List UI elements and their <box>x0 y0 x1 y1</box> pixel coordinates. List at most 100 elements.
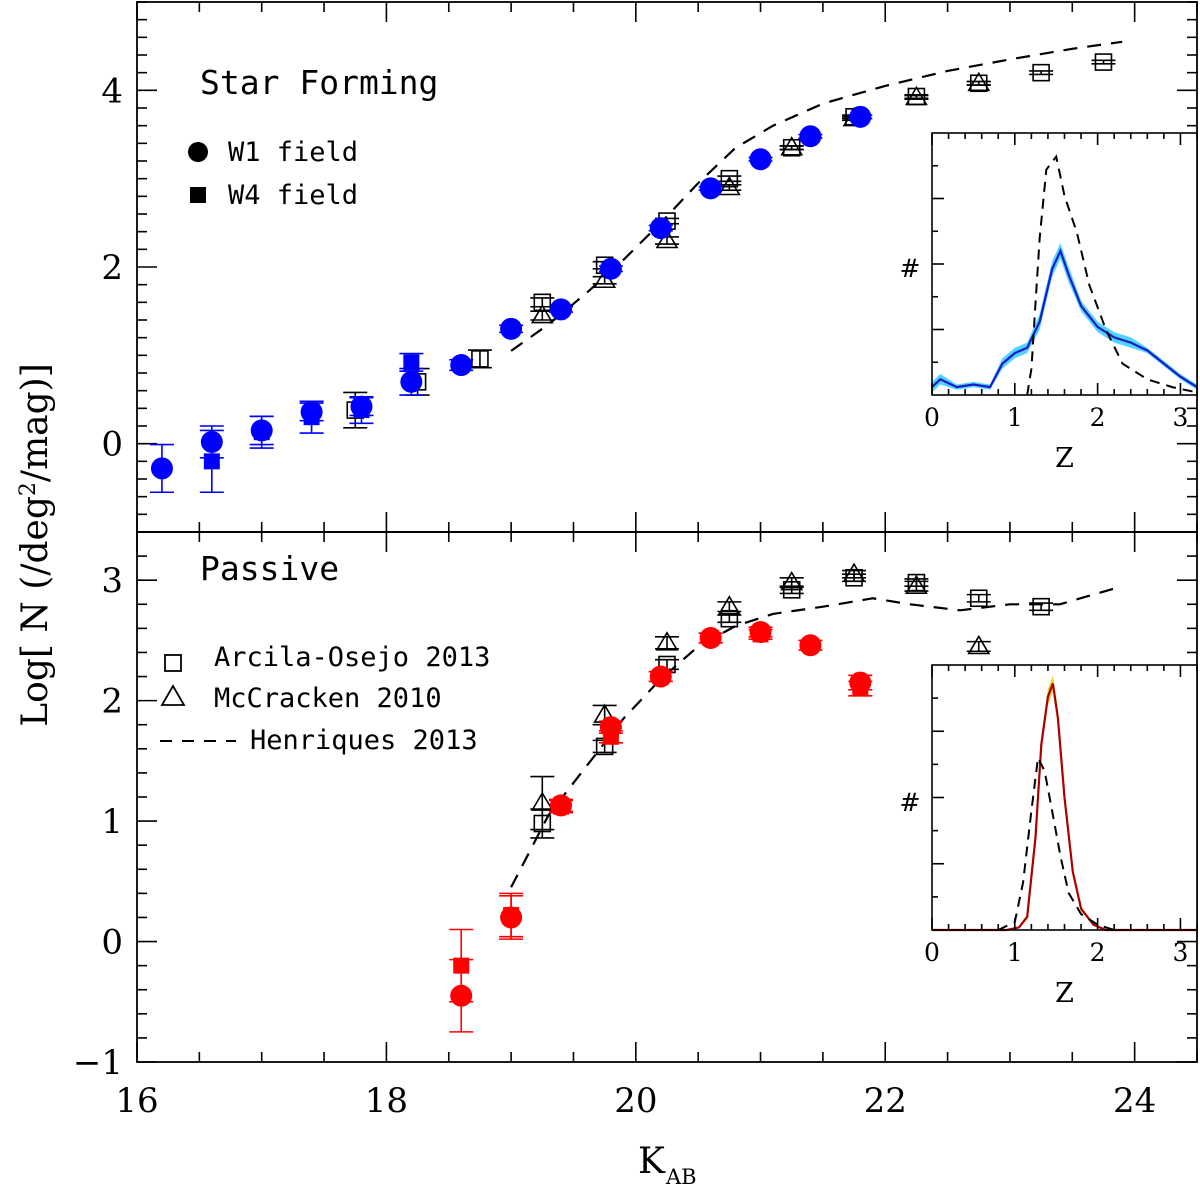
model-curve <box>510 40 1123 352</box>
x-tick-labels: 16 18 20 22 24 <box>115 1081 1156 1121</box>
data-point-open-triangle <box>530 791 554 811</box>
data-points <box>449 562 1054 1033</box>
legend-square-icon <box>190 187 206 203</box>
y-tick-label: 1 <box>101 802 123 842</box>
inset-x-tick-label: 2 <box>1090 403 1106 432</box>
data-point-open-square <box>1032 597 1050 616</box>
data-point-circle <box>450 354 473 377</box>
data-point-square <box>403 354 420 371</box>
data-point-circle <box>500 906 523 929</box>
x-tick-label: 20 <box>614 1081 657 1121</box>
data-point-circle <box>350 395 373 418</box>
y-tick-label: −1 <box>73 1043 123 1083</box>
data-point-open-triangle <box>967 71 991 92</box>
panel-star-forming: 0 2 4 Star Forming W1 field W4 field 0 1 2 3 Z… <box>101 1 1198 533</box>
legend-circle-icon <box>188 142 208 162</box>
data-point-open-triangle <box>717 175 741 196</box>
data-point-open-square <box>782 138 801 157</box>
inset-x-tick-label: 0 <box>924 938 940 967</box>
inset-x-tick-label: 2 <box>1090 938 1106 967</box>
y-tick-label: 0 <box>101 425 123 465</box>
data-point-circle <box>749 148 772 171</box>
model-curve <box>510 585 1123 888</box>
data-point-circle <box>649 665 672 688</box>
panel-title: Star Forming <box>200 63 438 102</box>
inset-x-tick-label: 1 <box>1007 403 1023 432</box>
x-axis-title-sub: AB <box>665 1165 697 1189</box>
inset-redshift-distribution: 0 1 2 3 Z # <box>900 132 1198 474</box>
data-points <box>149 53 1116 494</box>
x-tick-label: 16 <box>115 1081 158 1121</box>
legend-open-triangle-icon <box>160 684 186 706</box>
data-point-open-triangle <box>780 136 804 156</box>
y-tick-label: 2 <box>101 248 123 288</box>
series-w4-field <box>199 352 424 494</box>
legend-label-w4: W4 field <box>228 180 358 211</box>
legend-label-arcila: Arcila-Osejo 2013 <box>214 642 490 673</box>
data-point-circle <box>699 177 722 200</box>
data-point-open-square <box>471 350 489 368</box>
inset-y-label: # <box>900 254 921 283</box>
series-mccracken-2010 <box>530 562 991 831</box>
inset-model-line <box>1026 154 1198 396</box>
model-line-henriques <box>510 40 1123 352</box>
x-tick-label: 18 <box>365 1081 408 1121</box>
data-point-open-square <box>1032 63 1050 82</box>
inset-y-label: # <box>900 788 921 817</box>
panel-title: Passive <box>200 549 339 588</box>
data-point-open-square <box>533 293 552 312</box>
data-point-circle <box>599 257 622 280</box>
x-axis-title-main: K <box>638 1141 666 1182</box>
data-point-circle <box>500 317 523 340</box>
data-point-open-triangle <box>780 571 804 591</box>
data-point-open-triangle <box>905 85 928 106</box>
x-tick-label: 24 <box>1113 1081 1156 1121</box>
inset-x-tick-label: 3 <box>1172 403 1188 432</box>
data-point-open-square <box>1094 53 1113 71</box>
inset-x-tick-label: 1 <box>1007 938 1023 967</box>
data-point-circle <box>550 794 572 817</box>
data-point-circle <box>849 671 872 694</box>
y-tick-label: 4 <box>101 71 123 111</box>
legend-label-w1: W1 field <box>228 137 358 168</box>
data-point-open-triangle <box>530 304 554 324</box>
inset-x-label: Z <box>1055 443 1074 474</box>
y-tick-label: 2 <box>101 682 123 722</box>
y-axis-title-sup: 2 <box>16 482 41 496</box>
x-axis-title: K AB <box>638 1141 697 1189</box>
y-tick-labels: 0 2 4 <box>101 71 123 464</box>
series-w1-field <box>149 105 873 494</box>
data-point-circle <box>200 430 223 453</box>
inset-x-tick-label: 0 <box>924 403 940 432</box>
y-tick-labels: −1 0 1 2 3 <box>73 561 123 1083</box>
data-point-circle <box>450 984 473 1007</box>
y-axis-title: Log[ N (/deg2/mag)] <box>15 363 56 727</box>
panel-passive: −1 0 1 2 3 Passive Arcila-Osejo 2013 McCrack… <box>73 531 1198 1083</box>
y-tick-label: 3 <box>101 561 123 601</box>
model-line-henriques <box>510 585 1123 888</box>
legend: Arcila-Osejo 2013 McCracken 2010 Henriqu… <box>160 642 490 756</box>
legend: W1 field W4 field <box>188 137 358 211</box>
data-point-open-triangle <box>717 595 741 615</box>
data-point-circle <box>699 627 722 649</box>
data-point-circle <box>749 620 772 643</box>
data-point-circle <box>799 125 822 148</box>
data-point-circle <box>550 298 572 321</box>
inset-redshift-distribution: 0 1 2 3 Z # <box>900 664 1198 1009</box>
data-point-open-triangle <box>967 634 991 655</box>
data-point-circle <box>849 105 872 128</box>
legend-label-mccracken: McCracken 2010 <box>214 683 442 714</box>
data-point-open-square <box>969 589 988 608</box>
y-tick-label: 0 <box>101 923 123 963</box>
data-point-circle <box>599 716 622 739</box>
data-point-open-triangle <box>905 574 928 595</box>
legend-open-square-icon <box>164 654 182 672</box>
data-point-open-square <box>969 74 988 93</box>
data-point-open-triangle <box>842 562 866 582</box>
inset-distribution-line <box>931 247 1198 389</box>
data-point-circle <box>150 457 173 480</box>
legend-label-henriques: Henriques 2013 <box>250 725 478 756</box>
series-mccracken-2010 <box>530 71 991 324</box>
y-axis-title-tail: /mag)] <box>15 363 56 482</box>
